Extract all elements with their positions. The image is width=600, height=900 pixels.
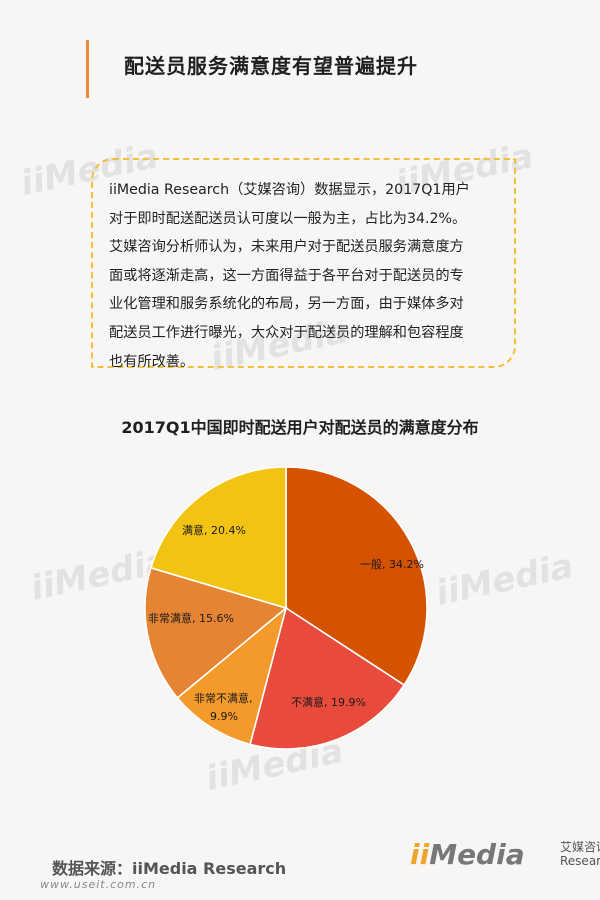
page-title: 配送员服务满意度有望普遍提升 bbox=[124, 54, 418, 78]
summary-text: iiMedia Research（艾媒咨询）数据显示，2017Q1用户 对于即时… bbox=[109, 176, 500, 376]
site-url: www.useit.com.cn bbox=[40, 878, 157, 891]
slice-label-3: 非常满意, 15.6% bbox=[148, 611, 234, 625]
slice-label-2: 非常不满意, 9.9% bbox=[194, 691, 253, 723]
data-source: 数据来源：iiMedia Research bbox=[52, 859, 287, 878]
pie-slice-3 bbox=[144, 566, 288, 700]
pie-slice-4 bbox=[149, 466, 287, 610]
summary-box: iiMedia Research（艾媒咨询）数据显示，2017Q1用户 对于即时… bbox=[91, 158, 516, 370]
summary-line: 对于即时配送配送员认可度以一般为主，占比为34.2%。 bbox=[109, 210, 467, 227]
summary-line: 艾媒咨询分析师认为，未来用户对于配送员服务满意度方 bbox=[109, 239, 464, 256]
chart-title: 2017Q1中国即时配送用户对配送员的满意度分布 bbox=[121, 418, 479, 437]
summary-line: iiMedia Research（艾媒咨询）数据显示，2017Q1用户 bbox=[109, 182, 470, 198]
summary-line: 也有所改善。 bbox=[109, 353, 195, 370]
summary-line: 业化管理和服务系统化的布局，另一方面，由于媒体多对 bbox=[109, 296, 464, 313]
slice-label-1: 不满意, 19.9% bbox=[291, 695, 366, 709]
summary-line: 配送员工作进行曝光，大众对于配送员的理解和包容程度 bbox=[109, 324, 464, 341]
slice-label-4: 满意, 20.4% bbox=[182, 523, 246, 537]
pie-slice-1 bbox=[249, 606, 406, 750]
title-accent-bar bbox=[86, 40, 89, 98]
summary-line: 面或将逐渐走高，这一方面得益于各平台对于配送员的专 bbox=[109, 267, 464, 284]
slice-label-0: 一般, 34.2% bbox=[360, 558, 424, 571]
brand-logo: iiMedia 艾媒咨询Research bbox=[410, 838, 600, 871]
pie-slice-2 bbox=[176, 605, 288, 746]
